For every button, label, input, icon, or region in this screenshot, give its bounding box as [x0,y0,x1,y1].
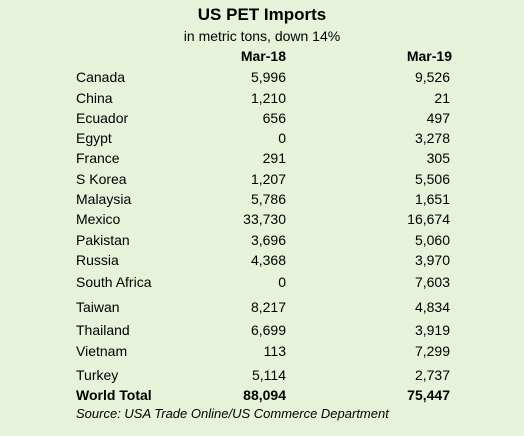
table-row: Turkey 5,114 2,737 [0,365,524,385]
value-mar19: 9,526 [414,69,450,85]
country-name: Canada [76,69,126,85]
country-name: Egypt [76,130,112,146]
value-mar18: 1,207 [250,171,286,187]
value-mar18: 0 [278,130,286,146]
value-mar18: 3,696 [250,232,286,248]
country-name: Malaysia [76,191,132,207]
country-name: Vietnam [76,343,128,359]
total-row: World Total 88,094 75,447 [0,385,524,405]
table-row: Russia 4,368 3,970 [0,250,524,270]
value-mar18: 4,368 [250,252,286,268]
table-subtitle: in metric tons, down 14% [183,28,341,44]
country-name: S Korea [76,171,127,187]
table-row: Pakistan 3,696 5,060 [0,230,524,250]
country-name: France [76,150,120,166]
total-mar19: 75,447 [407,387,450,403]
table-row: S Korea 1,207 5,506 [0,169,524,189]
value-mar19: 2,737 [414,367,450,383]
source-note: Source: USA Trade Online/US Commerce Dep… [76,406,389,421]
value-mar19: 7,603 [414,274,450,290]
value-mar19: 3,970 [414,252,450,268]
value-mar18: 5,996 [250,69,286,85]
value-mar18: 291 [262,150,286,166]
country-name: Ecuador [76,110,129,126]
value-mar19: 16,674 [407,211,450,227]
value-mar18: 5,114 [252,367,286,383]
value-mar18: 33,730 [243,211,286,227]
value-mar18: 0 [278,274,286,290]
country-name: Pakistan [76,232,130,248]
value-mar18: 5,786 [250,191,286,207]
country-name: South Africa [76,274,152,290]
value-mar19: 3,919 [414,322,450,338]
table-row: France 291 305 [0,148,524,168]
value-mar19: 5,506 [414,171,450,187]
country-name: Taiwan [76,299,120,315]
table-row: Mexico 33,730 16,674 [0,209,524,229]
value-mar19: 4,834 [414,299,450,315]
table-row: Canada 5,996 9,526 [0,67,524,87]
value-mar19: 7,299 [414,343,450,359]
table-row: China 1,210 21 [0,88,524,108]
country-name: Mexico [76,211,121,227]
country-name: Turkey [76,367,119,383]
value-mar19: 3,278 [414,130,450,146]
table-title: US PET Imports [197,5,327,24]
table-row: Thailand 6,699 3,919 [0,320,524,340]
value-mar18: 6,699 [250,322,286,338]
column-header-mar18: Mar-18 [240,48,286,64]
value-mar18: 1,210 [250,90,286,106]
value-mar19: 305 [426,150,450,166]
value-mar19: 21 [434,90,450,106]
value-mar19: 5,060 [414,232,450,248]
value-mar18: 8,217 [250,299,286,315]
total-mar18: 88,094 [243,387,286,403]
table-row: South Africa 0 7,603 [0,272,524,292]
table-row: Ecuador 656 497 [0,108,524,128]
value-mar19: 1,651 [414,191,450,207]
table-row: Egypt 0 3,278 [0,128,524,148]
country-name: Thailand [76,322,130,338]
country-name: Russia [76,252,119,268]
column-header-mar19: Mar-19 [406,48,452,64]
value-mar18: 113 [263,343,286,359]
country-name: China [76,90,113,106]
value-mar19: 497 [426,110,450,126]
value-mar18: 656 [262,110,286,126]
table-row: Malaysia 5,786 1,651 [0,189,524,209]
table-row: Vietnam 113 7,299 [0,341,524,361]
total-label: World Total [76,387,152,403]
table-row: Taiwan 8,217 4,834 [0,297,524,317]
